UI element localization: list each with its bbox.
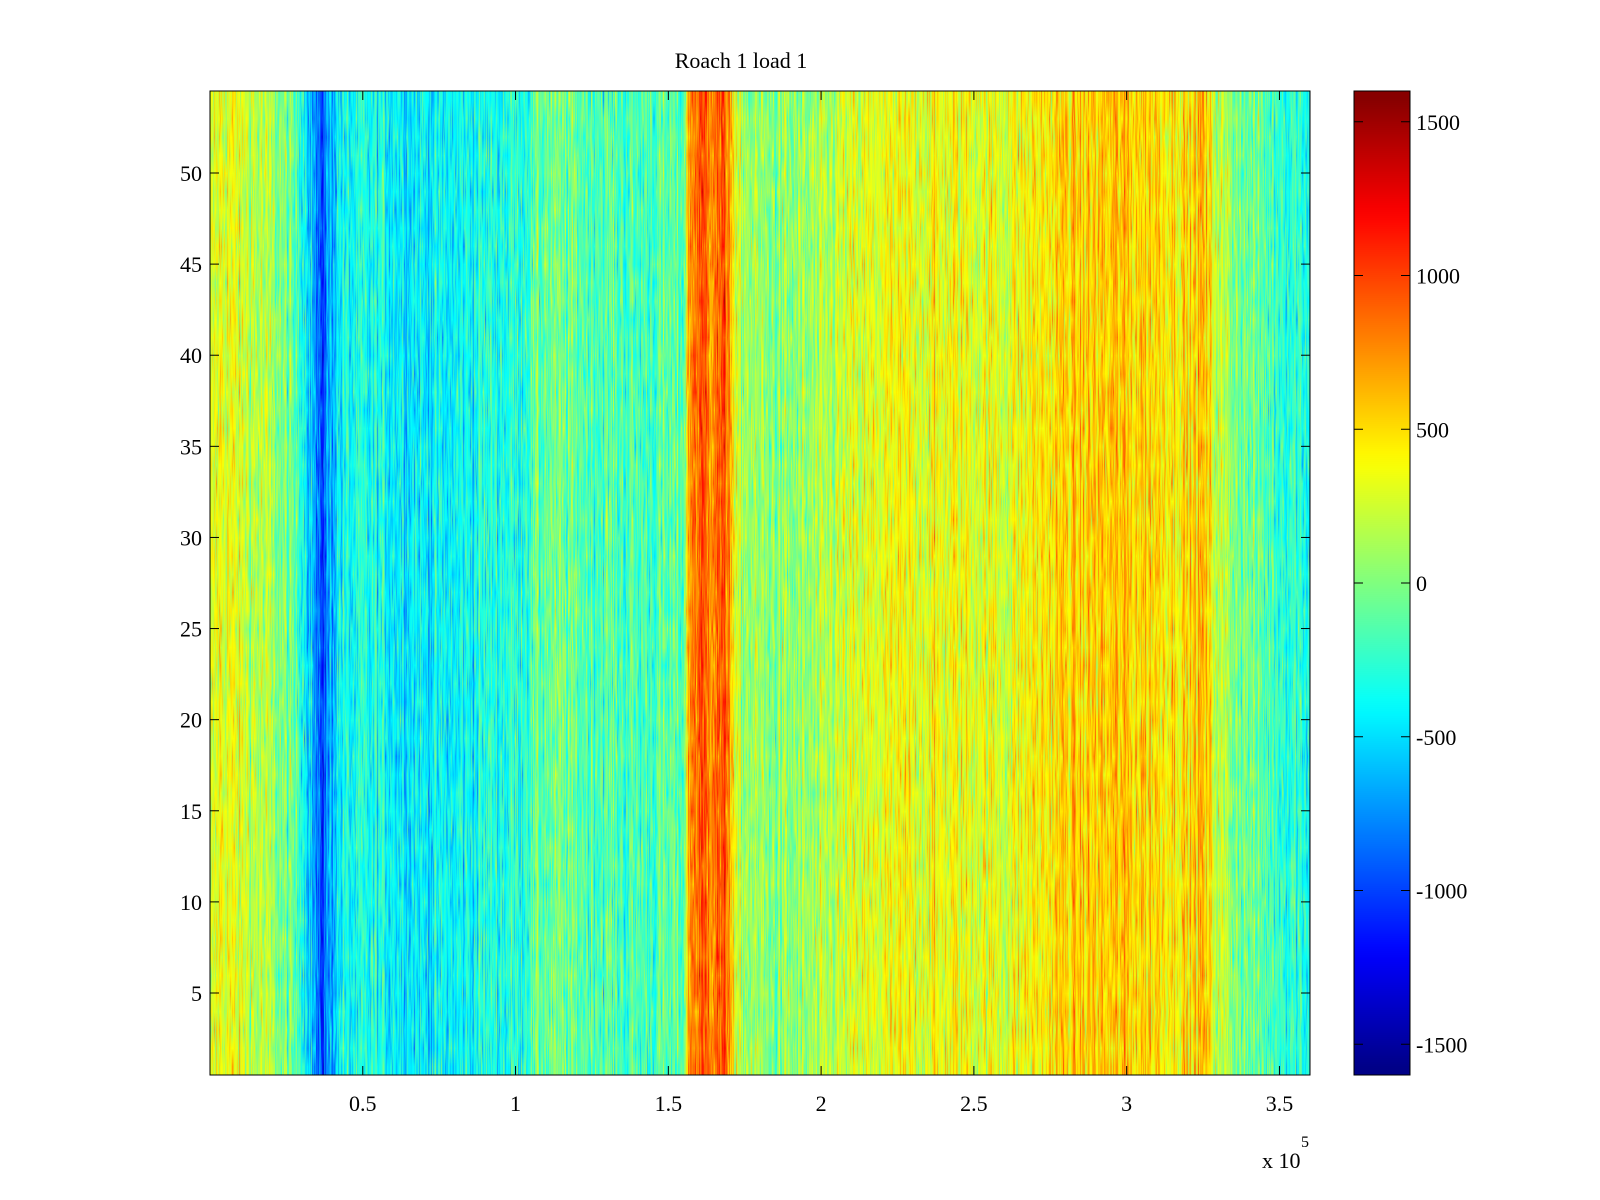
x-axis-exponent-label: x 10: [1262, 1148, 1301, 1173]
colorbar-tick-label: -1000: [1416, 879, 1467, 904]
colorbar-tick-label: -1500: [1416, 1032, 1467, 1057]
chart-title: Roach 1 load 1: [675, 48, 808, 73]
y-tick-label: 50: [180, 161, 202, 186]
colorbar-tick-label: 0: [1416, 571, 1427, 596]
x-tick-label: 0.5: [349, 1091, 377, 1116]
y-axis-ticks: 5 10 15 20 25 30 35 40 45 50: [180, 161, 1310, 1006]
x-axis-exponent-power: 5: [1301, 1134, 1309, 1151]
colorbar-tick-label: 1500: [1416, 110, 1460, 135]
x-tick-label: 1.5: [655, 1091, 683, 1116]
y-tick-label: 45: [180, 252, 202, 277]
y-tick-label: 5: [191, 981, 202, 1006]
colorbar-tick-label: -500: [1416, 725, 1456, 750]
x-axis-ticks: 0.5 1 1.5 2 2.5 3 3.5: [349, 91, 1293, 1116]
y-tick-label: 15: [180, 799, 202, 824]
colorbar-tick-label: 500: [1416, 417, 1449, 442]
colorbar-tick-label: 1000: [1416, 264, 1460, 289]
colorbar-ticks: 1500 1000 500 0 -500 -1000 -1500: [1354, 110, 1467, 1057]
y-tick-label: 40: [180, 343, 202, 368]
plot-frame: [209, 90, 1311, 1076]
x-tick-label: 2.5: [960, 1091, 988, 1116]
y-tick-label: 25: [180, 617, 202, 642]
heatmap-cells: [210, 91, 1310, 1075]
colorbar: [1354, 91, 1410, 1075]
x-tick-label: 3.5: [1266, 1091, 1294, 1116]
y-tick-label: 35: [180, 434, 202, 459]
y-tick-label: 10: [180, 890, 202, 915]
x-tick-label: 3: [1121, 1091, 1132, 1116]
x-tick-label: 1: [510, 1091, 521, 1116]
y-tick-label: 20: [180, 708, 202, 733]
y-tick-label: 30: [180, 525, 202, 550]
x-tick-label: 2: [816, 1091, 827, 1116]
